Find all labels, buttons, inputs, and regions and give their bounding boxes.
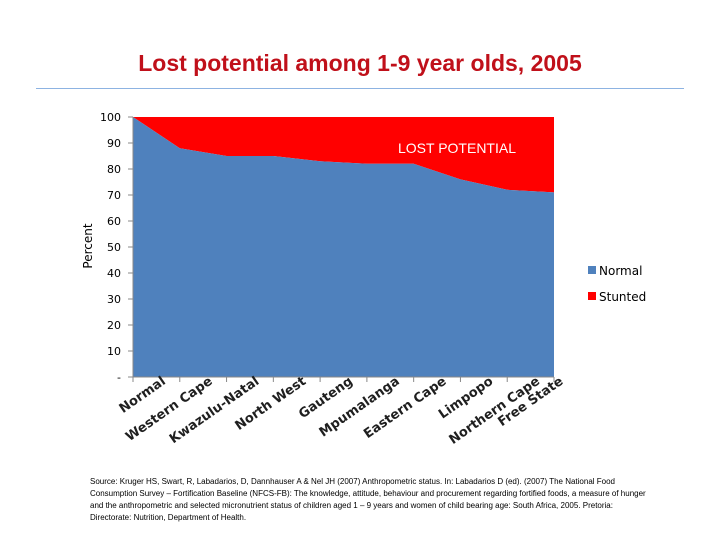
lost-potential-annotation: LOST POTENTIAL [398,140,516,156]
title-divider [36,88,684,89]
source-citation: Source: Kruger HS, Swart, R, Labadarios,… [90,477,646,522]
y-tick-label: 90 [107,137,121,150]
legend: Normal Stunted [588,264,646,304]
y-tick-label: 70 [107,189,121,202]
legend-label-normal: Normal [599,264,642,278]
legend-label-stunted: Stunted [599,290,646,304]
normal-area [133,117,554,377]
y-tick-label: 30 [107,293,121,306]
legend-swatch-normal [588,266,596,274]
legend-swatch-stunted [588,292,596,300]
y-tick-label: 100 [100,111,121,124]
y-tick-label: 20 [107,319,121,332]
x-tick-label: Eastern Cape [361,374,449,442]
chart-title: Lost potential among 1-9 year olds, 2005 [138,50,582,76]
y-axis-label: Percent [81,223,95,268]
y-tick-label: 40 [107,267,121,280]
stunted-area [133,117,554,193]
y-tick-label: 80 [107,163,121,176]
y-tick-label: - [117,371,121,384]
y-tick-label: 60 [107,215,121,228]
x-tick-label: Mpumalanga [317,374,403,440]
y-tick-label: 50 [107,241,121,254]
y-tick-label: 10 [107,345,121,358]
